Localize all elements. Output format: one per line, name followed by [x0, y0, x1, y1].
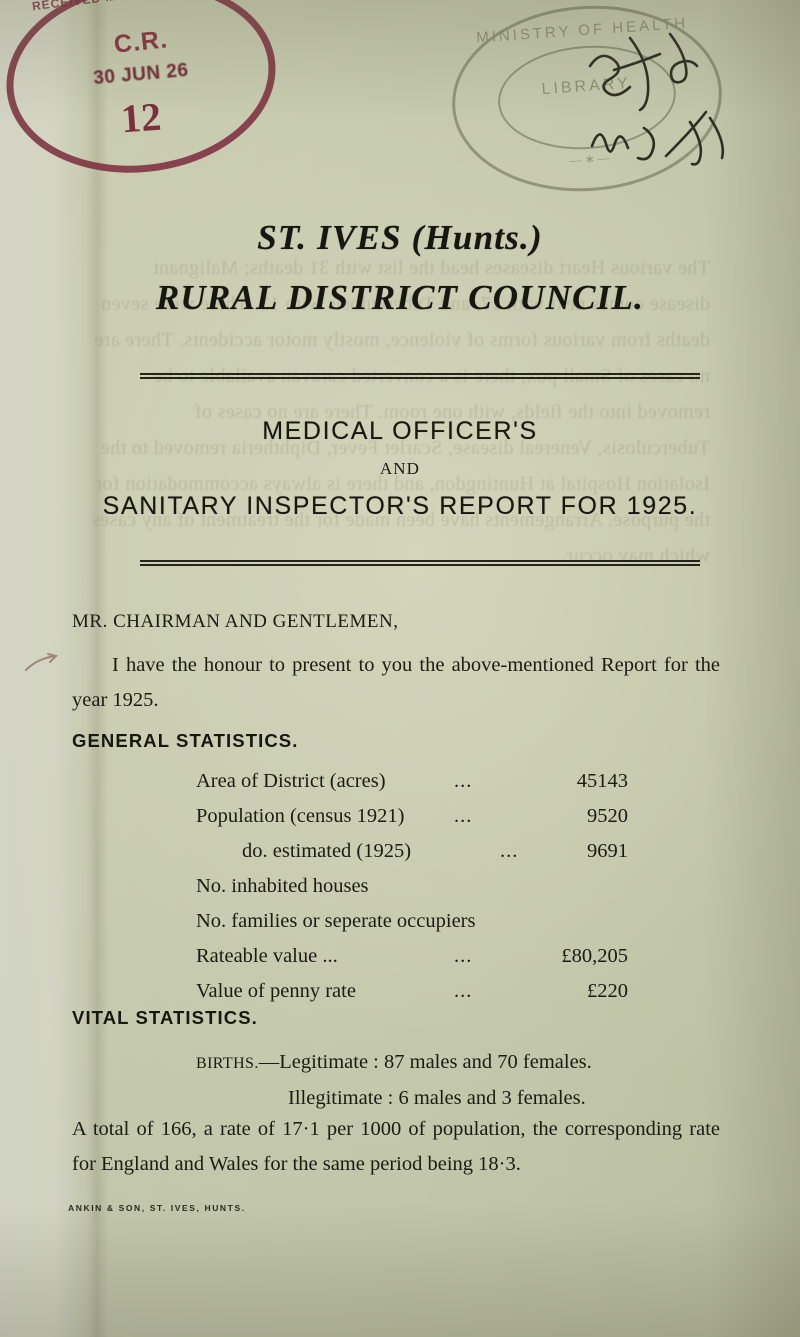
stat-label: Population (census 1921) — [196, 805, 405, 827]
printer-imprint: ANKIN & SON, ST. IVES, HUNTS. — [68, 1203, 246, 1213]
table-row: Rateable value ... ... £80,205 — [196, 939, 666, 974]
table-row: Value of penny rate ... £220 — [196, 974, 666, 1009]
vital-statistics-summary: A total of 166, a rate of 17·1 per 1000 … — [72, 1118, 720, 1175]
rule-top — [140, 373, 700, 379]
stat-value: 9691 — [587, 840, 628, 862]
stat-label: Area of District (acres) — [196, 770, 386, 792]
table-row: No. families or seperate occupiers — [196, 904, 666, 939]
stat-value: £220 — [587, 980, 628, 1002]
stat-leader: ... — [454, 945, 473, 967]
table-row: No. inhabited houses — [196, 869, 666, 904]
stat-value: £80,205 — [561, 945, 628, 967]
stat-label: Value of penny rate — [196, 980, 356, 1002]
stat-label: No. families or seperate occupiers — [196, 910, 476, 932]
subtitle-line-2: SANITARY INSPECTOR'S REPORT FOR 1925. — [102, 492, 698, 520]
stat-leader: ... — [500, 840, 519, 862]
intro-paragraph: I have the honour to present to you the … — [72, 654, 720, 711]
subtitle-line-1: MEDICAL OFFICER'S — [262, 417, 538, 445]
births-legitimate-row: BIRTHS.—Legitimate : 87 males and 70 fem… — [196, 1045, 726, 1081]
stat-leader: ... — [454, 980, 473, 1002]
table-row: Area of District (acres) ... 45143 — [196, 764, 666, 799]
subtitle-and: AND — [379, 459, 421, 478]
births-block: BIRTHS.—Legitimate : 87 males and 70 fem… — [196, 1045, 726, 1116]
page-title-line-1: ST. IVES (Hunts.) — [257, 218, 543, 257]
stat-label: Rateable value ... — [196, 945, 338, 967]
page-title-line-2: RURAL DISTRICT COUNCIL. — [155, 278, 645, 317]
rule-bottom — [140, 560, 700, 566]
heading-general-statistics: GENERAL STATISTICS. — [72, 730, 299, 751]
heading-vital-statistics: VITAL STATISTICS. — [72, 1007, 258, 1028]
stat-leader: ... — [454, 805, 473, 827]
births-legitimate-text: —Legitimate : 87 males and 70 females. — [258, 1051, 592, 1073]
stat-label: do. estimated (1925) — [242, 840, 412, 862]
stat-value: 9520 — [587, 805, 628, 827]
table-row: do. estimated (1925) ... 9691 — [196, 834, 666, 869]
births-illegitimate-row: Illegitimate : 6 males and 3 females. — [288, 1087, 586, 1109]
stat-label: No. inhabited houses — [196, 875, 369, 897]
salutation: MR. CHAIRMAN AND GENTLEMEN, — [72, 611, 399, 632]
table-row: Population (census 1921) ... 9520 — [196, 799, 666, 834]
stat-value: 45143 — [576, 770, 628, 792]
general-statistics-table: Area of District (acres) ... 45143 Popul… — [196, 764, 666, 1009]
stat-leader: ... — [454, 770, 473, 792]
births-label: BIRTHS. — [196, 1055, 259, 1072]
